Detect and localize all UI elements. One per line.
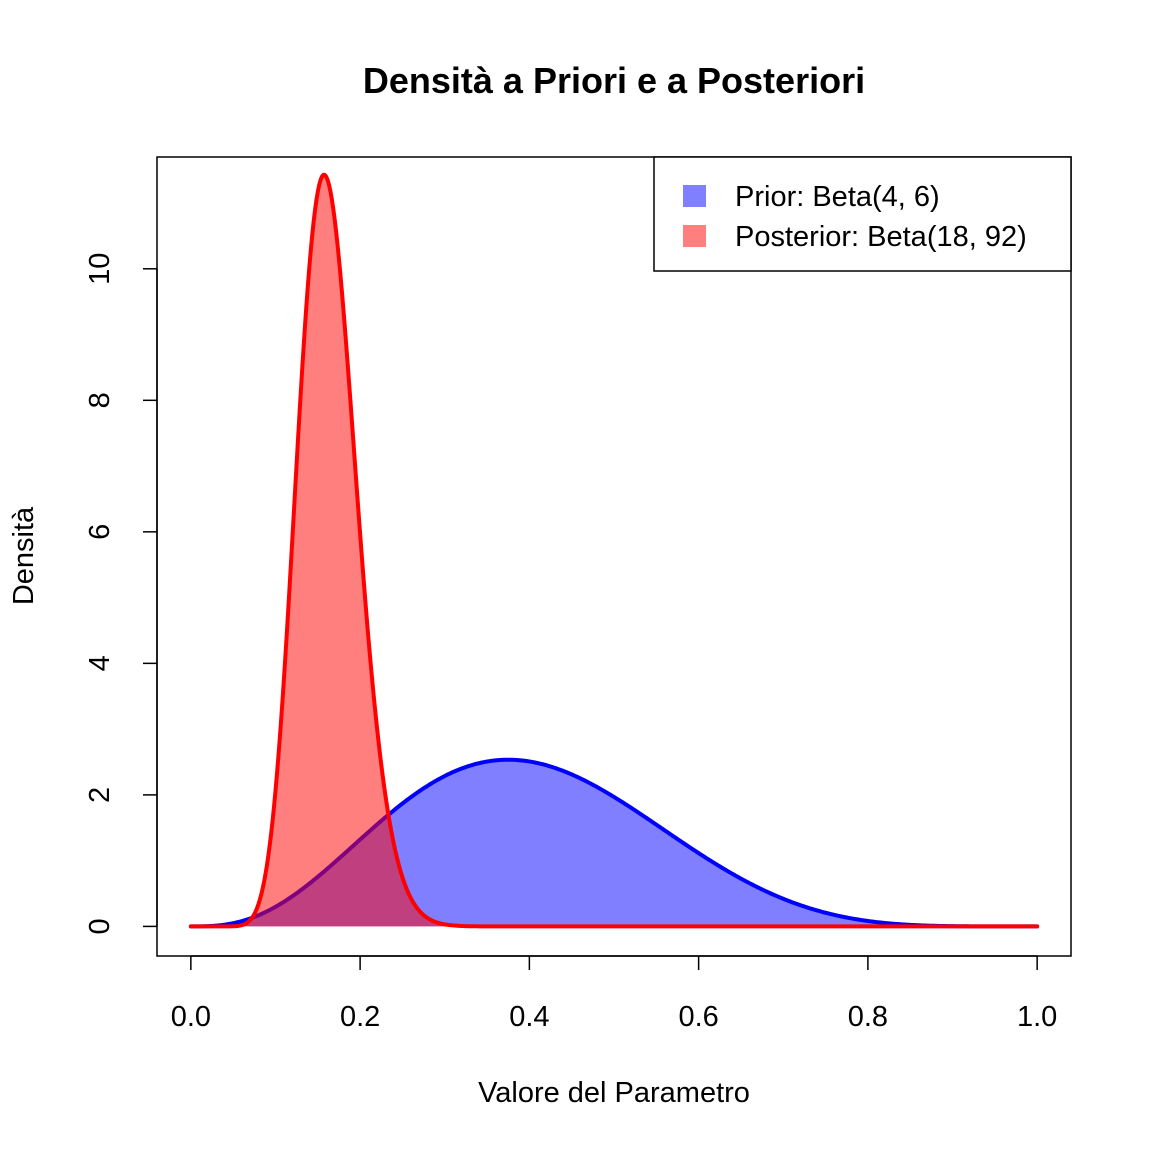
legend-label: Prior: Beta(4, 6)	[735, 181, 940, 213]
x-axis-label: Valore del Parametro	[478, 1077, 750, 1109]
series-layer	[188, 172, 1040, 929]
legend-swatch	[683, 225, 706, 247]
legend-items: Prior: Beta(4, 6) Posterior: Beta(18, 92)	[683, 181, 1027, 253]
x-tick-label: 0.6	[678, 1001, 718, 1033]
x-tick-label: 0.8	[848, 1001, 888, 1033]
y-tick-label: 8	[84, 392, 116, 408]
x-tick-label: 0.4	[509, 1001, 549, 1033]
y-tick-label: 4	[84, 655, 116, 671]
y-axis-label: Densità	[8, 506, 40, 605]
legend: Prior: Beta(4, 6) Posterior: Beta(18, 92)	[653, 156, 1072, 272]
y-tick-label: 2	[84, 787, 116, 803]
y-tick-label: 6	[84, 524, 116, 540]
x-axis: 0.0 0.2 0.4 0.6 0.8 1.0	[171, 955, 1057, 1033]
y-tick-label: 0	[84, 918, 116, 934]
y-tick-label: 10	[84, 253, 116, 285]
x-tick-label: 0.2	[340, 1001, 380, 1033]
chart-title: Densità a Priori e a Posteriori	[363, 60, 865, 101]
legend-label: Posterior: Beta(18, 92)	[735, 221, 1027, 253]
series-2-line	[188, 172, 1040, 929]
legend-swatch	[683, 185, 706, 207]
x-tick-label: 1.0	[1017, 1001, 1057, 1033]
x-tick-label: 0.0	[171, 1001, 211, 1033]
y-axis: 0 2 4 6 8 10	[84, 253, 158, 934]
legend-frame	[653, 156, 1072, 272]
